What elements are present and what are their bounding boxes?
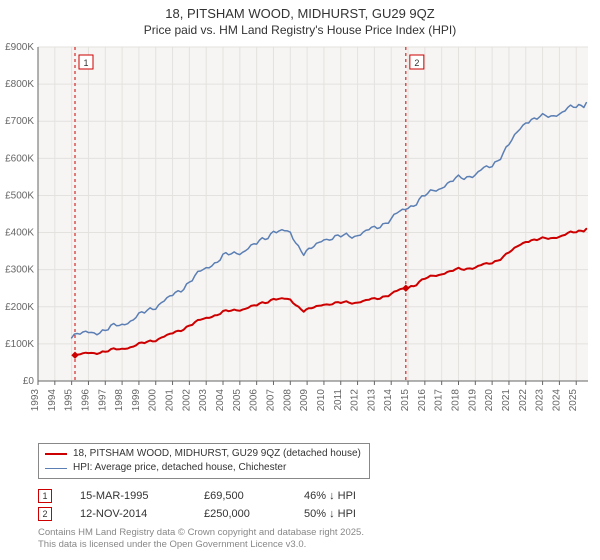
svg-text:2025: 2025 (568, 389, 579, 412)
event-marker: 1 (38, 489, 52, 503)
credits: Contains HM Land Registry data © Crown c… (38, 527, 600, 551)
legend-label: 18, PITSHAM WOOD, MIDHURST, GU29 9QZ (de… (73, 447, 361, 461)
svg-text:2014: 2014 (383, 389, 394, 412)
svg-text:2007: 2007 (265, 389, 276, 412)
legend-swatch (45, 453, 67, 455)
svg-text:2013: 2013 (366, 389, 377, 412)
svg-text:£300K: £300K (5, 265, 34, 276)
event-date: 12-NOV-2014 (80, 508, 176, 520)
svg-text:2015: 2015 (400, 389, 411, 412)
svg-text:2004: 2004 (215, 389, 226, 412)
svg-text:1994: 1994 (47, 389, 58, 412)
chart-title-address: 18, PITSHAM WOOD, MIDHURST, GU29 9QZ (8, 6, 592, 21)
chart-subtitle: Price paid vs. HM Land Registry's House … (8, 23, 592, 37)
svg-text:2012: 2012 (350, 389, 361, 412)
svg-text:1996: 1996 (80, 389, 91, 412)
legend-label: HPI: Average price, detached house, Chic… (73, 461, 286, 475)
svg-text:2010: 2010 (316, 389, 327, 412)
svg-text:2022: 2022 (518, 389, 529, 412)
svg-text:£100K: £100K (5, 339, 34, 350)
legend-row: 18, PITSHAM WOOD, MIDHURST, GU29 9QZ (de… (45, 447, 361, 461)
svg-text:£700K: £700K (5, 116, 34, 127)
legend: 18, PITSHAM WOOD, MIDHURST, GU29 9QZ (de… (38, 443, 370, 479)
events-table: 1 15-MAR-1995 £69,500 46% ↓ HPI 2 12-NOV-2014… (38, 489, 600, 521)
svg-text:2023: 2023 (535, 389, 546, 412)
event-row: 2 12-NOV-2014 £250,000 50% ↓ HPI (38, 507, 600, 521)
event-row: 1 15-MAR-1995 £69,500 46% ↓ HPI (38, 489, 600, 503)
svg-text:2005: 2005 (232, 389, 243, 412)
chart-area: £0 £100K £200K £300K £400K £500K £600K £700K £80… (0, 41, 600, 439)
svg-text:2001: 2001 (165, 389, 176, 412)
svg-text:2019: 2019 (467, 389, 478, 412)
svg-text:£400K: £400K (5, 228, 34, 239)
svg-text:1993: 1993 (30, 389, 41, 412)
svg-text:1997: 1997 (97, 389, 108, 412)
svg-text:£200K: £200K (5, 302, 34, 313)
line-chart-svg: £0 £100K £200K £300K £400K £500K £600K £700K £80… (0, 41, 600, 439)
credits-line-2: This data is licensed under the Open Gov… (38, 539, 600, 551)
svg-text:2018: 2018 (450, 389, 461, 412)
svg-text:£500K: £500K (5, 190, 34, 201)
svg-text:£600K: £600K (5, 153, 34, 164)
event-delta: 46% ↓ HPI (304, 490, 356, 502)
legend-swatch (45, 468, 67, 469)
svg-text:2021: 2021 (501, 389, 512, 412)
svg-text:2003: 2003 (198, 389, 209, 412)
svg-text:£800K: £800K (5, 79, 34, 90)
svg-text:£900K: £900K (5, 42, 34, 53)
svg-text:2020: 2020 (484, 389, 495, 412)
svg-text:2000: 2000 (148, 389, 159, 412)
event-price: £250,000 (204, 508, 276, 520)
svg-text:1: 1 (83, 58, 88, 68)
svg-text:2008: 2008 (282, 389, 293, 412)
svg-text:2024: 2024 (551, 389, 562, 412)
svg-text:2017: 2017 (434, 389, 445, 412)
event-marker: 2 (38, 507, 52, 521)
legend-row: HPI: Average price, detached house, Chic… (45, 461, 361, 475)
svg-text:2009: 2009 (299, 389, 310, 412)
svg-text:2016: 2016 (417, 389, 428, 412)
svg-text:1998: 1998 (114, 389, 125, 412)
svg-text:2002: 2002 (181, 389, 192, 412)
svg-text:2006: 2006 (249, 389, 260, 412)
svg-text:2011: 2011 (333, 389, 344, 411)
svg-text:£0: £0 (23, 376, 35, 387)
svg-text:1999: 1999 (131, 389, 142, 412)
event-date: 15-MAR-1995 (80, 490, 176, 502)
event-delta: 50% ↓ HPI (304, 508, 356, 520)
svg-text:1995: 1995 (64, 389, 75, 412)
event-price: £69,500 (204, 490, 276, 502)
chart-title-block: 18, PITSHAM WOOD, MIDHURST, GU29 9QZ Pri… (0, 0, 600, 41)
credits-line-1: Contains HM Land Registry data © Crown c… (38, 527, 600, 539)
svg-text:2: 2 (414, 58, 419, 68)
